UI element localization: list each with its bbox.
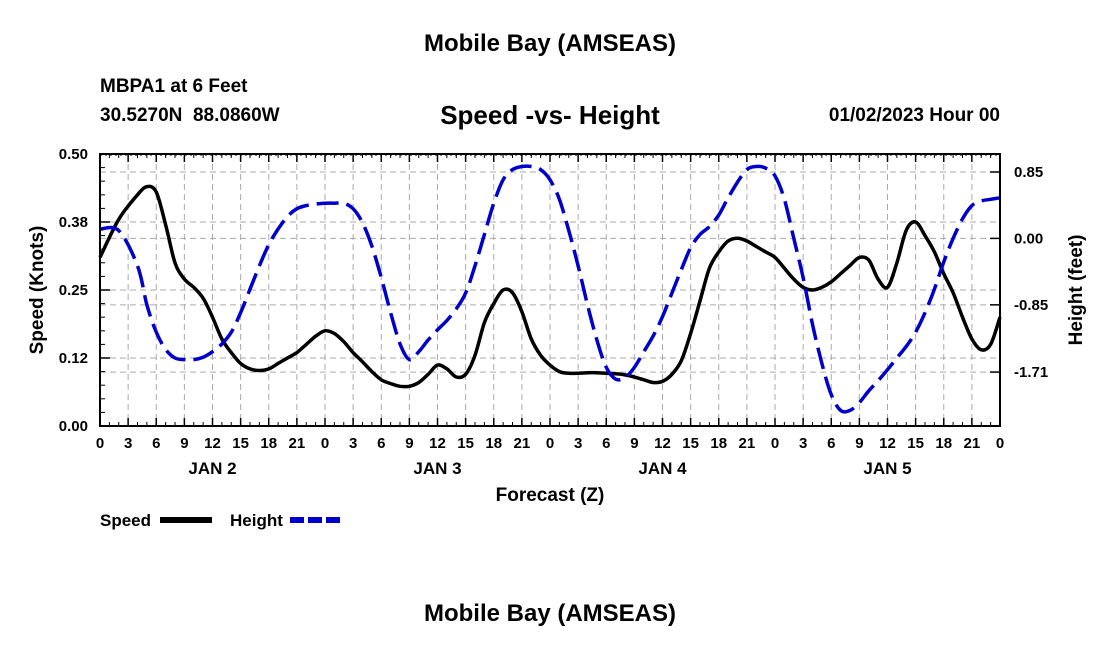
x-tick-label: 15 [457, 435, 474, 452]
x-tick-label: 0 [96, 435, 104, 452]
x-tick-label: 18 [260, 435, 277, 452]
y-right-axis-label: Height (feet) [1066, 235, 1087, 346]
x-tick-label: 0 [321, 435, 329, 452]
x-tick-label: 18 [710, 435, 727, 452]
main-title: Mobile Bay (AMSEAS) [423, 30, 677, 57]
x-tick-label: 15 [907, 435, 924, 452]
day-label: JAN 5 [863, 459, 911, 478]
y-left-tick-label: 0.38 [59, 214, 88, 231]
run-time: 01/02/2023 Hour 00 [828, 105, 1000, 126]
y-right-tick-label: -1.71 [1014, 364, 1048, 381]
chart-title: Speed -vs- Height [440, 100, 660, 130]
x-tick-label: 9 [855, 435, 863, 452]
y-right-tick-label: -0.85 [1014, 297, 1048, 314]
y-right-tick-label: 0.00 [1014, 230, 1043, 247]
x-tick-label: 21 [964, 435, 981, 452]
x-tick-label: 6 [377, 435, 385, 452]
x-tick-label: 12 [879, 435, 896, 452]
series-line-speed [98, 184, 1002, 389]
day-label: JAN 4 [638, 459, 687, 478]
x-tick-label: 6 [602, 435, 610, 452]
x-tick-label: 0 [771, 435, 779, 452]
x-tick-label: 0 [996, 435, 1004, 452]
x-tick-label: 0 [546, 435, 554, 452]
legend: Speed Height [100, 511, 342, 530]
legend-height-label: Height [230, 511, 283, 530]
x-tick-label: 12 [204, 435, 221, 452]
x-tick-label: 15 [682, 435, 699, 452]
x-tick-label: 12 [429, 435, 446, 452]
x-tick-label: 9 [630, 435, 638, 452]
y-left-axis-label: Speed (Knots) [27, 226, 48, 355]
x-tick-label: 15 [232, 435, 249, 452]
x-tick-label: 21 [514, 435, 531, 452]
day-label: JAN 2 [188, 459, 236, 478]
y-left-tick-label: 0.50 [59, 146, 88, 163]
x-tick-label: 18 [485, 435, 502, 452]
station-coords: 30.5270N 88.0860W [100, 105, 280, 126]
y-left-tick-label: 0.12 [59, 350, 88, 367]
y-left-tick-label: 0.25 [59, 282, 88, 299]
x-tick-label: 18 [935, 435, 952, 452]
x-tick-label: 3 [799, 435, 807, 452]
series-line-height [99, 164, 1001, 414]
day-label: JAN 3 [413, 459, 461, 478]
series-layer [98, 164, 1002, 414]
y-right-tick-label: 0.85 [1014, 164, 1043, 181]
x-tick-label: 21 [289, 435, 306, 452]
x-tick-label: 9 [405, 435, 413, 452]
grid [100, 154, 1000, 426]
axes: 0 3 6 9 12 15 18 21 0 3 6 9 12 15 18 21 0 3 6 9 12 15 18 21 0 3 6 9… [59, 146, 1048, 478]
y-left-tick-label: 0.00 [59, 418, 88, 435]
footer-title: Mobile Bay (AMSEAS) [423, 600, 677, 627]
legend-speed-label: Speed [100, 511, 151, 530]
x-axis-label: Forecast (Z) [496, 485, 605, 506]
x-tick-label: 6 [827, 435, 835, 452]
x-tick-label: 9 [180, 435, 188, 452]
x-tick-label: 3 [124, 435, 132, 452]
x-tick-label: 3 [574, 435, 582, 452]
x-tick-label: 3 [349, 435, 357, 452]
station-name: MBPA1 at 6 Feet [100, 76, 248, 97]
x-tick-label: 12 [654, 435, 671, 452]
x-tick-label: 21 [739, 435, 756, 452]
x-tick-label: 6 [152, 435, 160, 452]
